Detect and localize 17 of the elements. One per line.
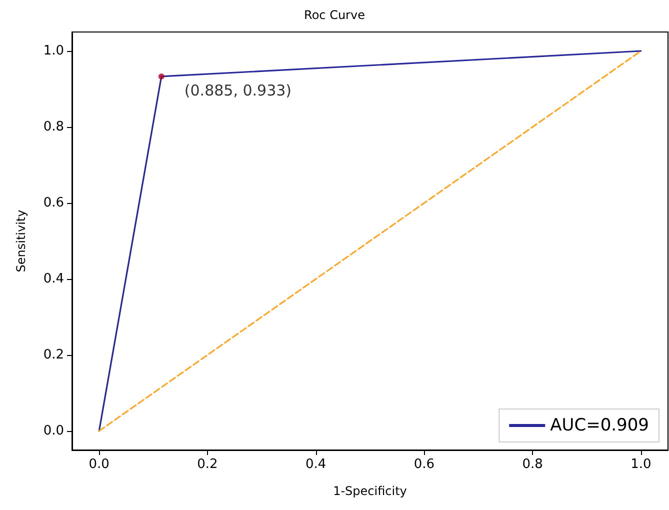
y-tick-label: 0.4: [43, 272, 64, 286]
y-tick-label: 0.6: [43, 196, 64, 210]
x-tick-label: 0.8: [522, 457, 543, 472]
x-tick-label: 1.0: [630, 457, 652, 472]
y-tick-label: 0.2: [43, 348, 64, 362]
y-tick-label: 1.0: [43, 44, 64, 58]
x-tick-label: 0.2: [197, 457, 218, 472]
y-tick-label: 0.0: [43, 424, 64, 438]
annotation: (0.885, 0.933): [184, 81, 292, 100]
chart-title: Roc Curve: [304, 8, 365, 22]
x-tick-label: 0.4: [305, 457, 326, 472]
x-tick-label: 0.0: [88, 457, 110, 472]
y-tick-label: 0.8: [43, 120, 64, 134]
x-axis-title: 1-Specificity: [333, 484, 407, 498]
y-axis-title: Sensitivity: [14, 210, 28, 272]
x-tick-label: 0.6: [414, 457, 435, 472]
legend-label: AUC=0.909: [550, 416, 650, 436]
